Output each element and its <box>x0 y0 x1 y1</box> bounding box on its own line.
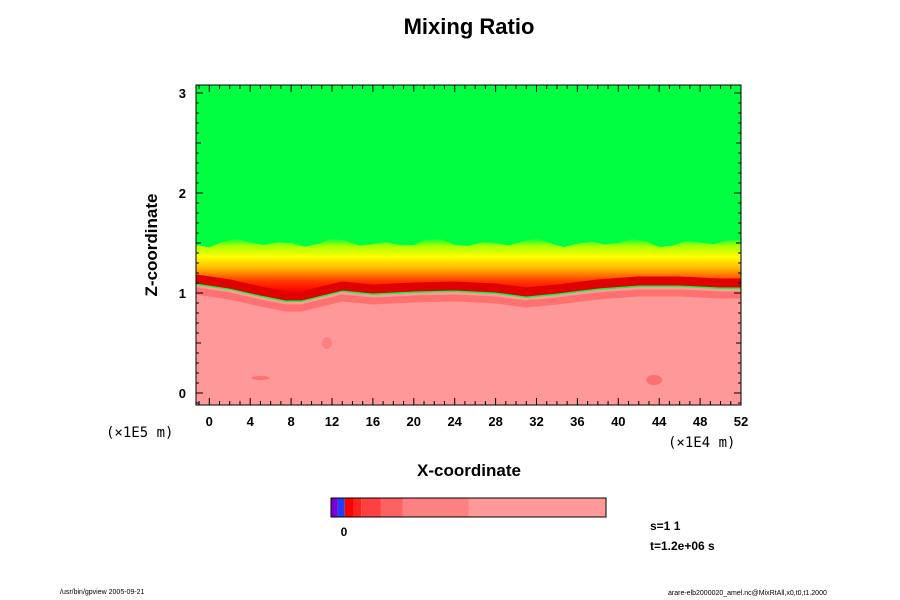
interface-fringe <box>195 287 741 312</box>
patch <box>251 376 270 380</box>
x-tick-label: 4 <box>247 414 255 429</box>
colorbar: 0 <box>330 497 607 539</box>
colorbar-segment <box>337 498 345 517</box>
footer-left: /usr/bin/gpview 2005-09-21 <box>60 589 145 596</box>
chart-title: Mixing Ratio <box>403 14 535 39</box>
interface-core <box>195 274 741 301</box>
colorbar-frame <box>330 497 607 518</box>
lower-region <box>196 285 741 405</box>
x-tick-label: 28 <box>488 414 502 429</box>
footer-right: arare-elb2000020_amel.nc@MixRtAll,x0,t0,… <box>668 590 827 597</box>
patch <box>646 375 663 385</box>
y-unit-label: (×1E5 m) <box>106 425 174 441</box>
colorbar-segment <box>344 498 353 517</box>
x-tick-label: 36 <box>570 414 584 429</box>
colorbar-segment <box>361 498 381 517</box>
x-tick-label: 12 <box>325 414 339 429</box>
x-tick-label: 16 <box>366 414 380 429</box>
y-axis-title: Z-coordinate <box>142 193 161 297</box>
colorbar-segment <box>468 498 606 517</box>
x-tick-label: 8 <box>287 414 294 429</box>
colorbar-segment <box>353 498 362 517</box>
time-annotation: t=1.2e+06 s <box>650 539 715 553</box>
y-tick-label: 3 <box>179 86 186 101</box>
colorbar-segment <box>331 498 338 517</box>
x-tick-label: 44 <box>652 414 667 429</box>
y-tick-label: 2 <box>179 186 186 201</box>
x-tick-label: 24 <box>447 414 462 429</box>
patch <box>321 337 332 349</box>
plot-frame <box>195 84 742 406</box>
x-tick-label: 40 <box>611 414 625 429</box>
x-tick-label: 0 <box>206 414 213 429</box>
colorbar-segment <box>380 498 403 517</box>
x-axis-title: X-coordinate <box>417 461 521 480</box>
x-unit-label: (×1E4 m) <box>668 435 736 451</box>
x-tick-label: 48 <box>693 414 707 429</box>
step-annotation: s=1 1 <box>650 519 681 533</box>
x-tick-label: 32 <box>529 414 543 429</box>
y-tick-label: 1 <box>179 286 186 301</box>
x-tick-label: 52 <box>734 414 748 429</box>
y-tick-label: 0 <box>179 386 186 401</box>
colorbar-segment <box>402 498 469 517</box>
mixing-ratio-field <box>195 85 741 405</box>
colorbar-tick-label: 0 <box>341 525 348 539</box>
x-tick-label: 20 <box>407 414 421 429</box>
